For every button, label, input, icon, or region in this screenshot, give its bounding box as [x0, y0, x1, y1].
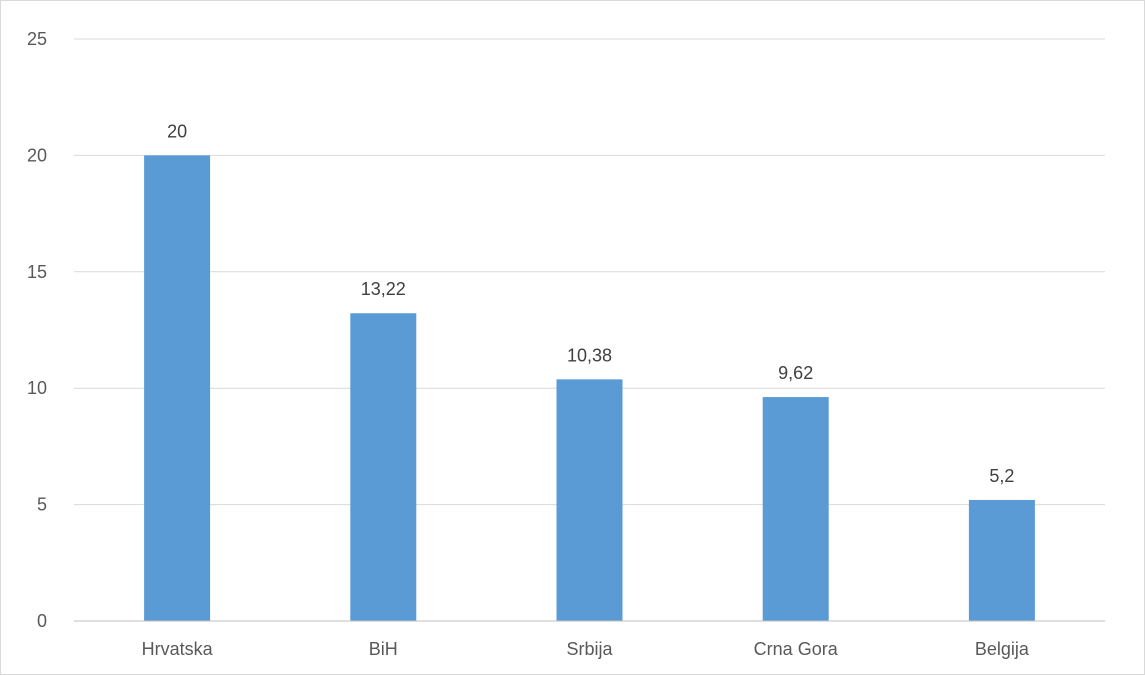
- x-tick-label: Crna Gora: [754, 639, 839, 659]
- x-tick-label: Hrvatska: [142, 639, 214, 659]
- data-labels: 20 13,22 10,38 9,62 5,2: [167, 121, 1014, 486]
- bar: [762, 397, 829, 621]
- x-tick-label: Belgija: [975, 639, 1030, 659]
- y-axis-tick-labels: 0 5 10 15 20 25: [27, 29, 47, 631]
- bar: [144, 155, 211, 621]
- bars: [144, 155, 1035, 621]
- data-label: 20: [167, 121, 187, 141]
- data-label: 10,38: [567, 345, 612, 365]
- data-label: 13,22: [361, 279, 406, 299]
- x-tick-label: BiH: [369, 639, 398, 659]
- data-label: 9,62: [778, 363, 813, 383]
- bar: [556, 379, 623, 621]
- bar: [968, 499, 1035, 621]
- y-tick-label: 5: [37, 495, 47, 515]
- y-tick-label: 10: [27, 378, 47, 398]
- x-axis-tick-labels: Hrvatska BiH Srbija Crna Gora Belgija: [142, 639, 1030, 659]
- bar: [350, 313, 417, 621]
- y-tick-label: 20: [27, 145, 47, 165]
- data-label: 5,2: [989, 466, 1014, 486]
- y-tick-label: 0: [37, 611, 47, 631]
- y-tick-label: 25: [27, 29, 47, 49]
- x-tick-label: Srbija: [566, 639, 613, 659]
- y-tick-label: 15: [27, 262, 47, 282]
